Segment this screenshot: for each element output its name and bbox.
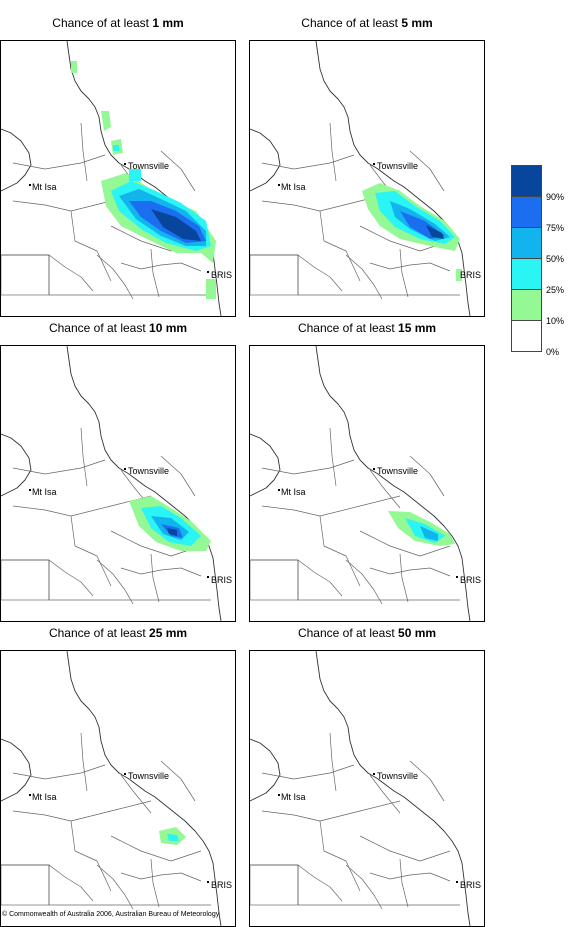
map-frame: Townsville Mt Isa BRIS <box>249 40 485 317</box>
legend-swatch-25 <box>511 258 542 289</box>
panel-title: Chance of at least 15 mm <box>297 321 437 335</box>
queensland-basemap <box>250 41 471 316</box>
brisbane-label: BRIS <box>211 880 233 890</box>
map-frame: Townsville Mt Isa BRIS <box>249 345 485 622</box>
rainfall-probability-overlay <box>71 61 216 299</box>
legend-label: 75% <box>546 223 565 233</box>
legend-label: 50% <box>546 254 565 264</box>
brisbane-label: BRIS <box>211 575 233 585</box>
queensland-basemap <box>1 651 222 926</box>
mt-isa-label: Mt Isa <box>32 487 57 497</box>
rainfall-probability-overlay <box>362 183 462 281</box>
legend-swatch-50 <box>511 227 542 258</box>
probability-legend: 90% 75% 50% 25% 10% 0% <box>511 165 564 357</box>
brisbane-label: BRIS <box>460 880 482 890</box>
map-frame: Townsville Mt Isa BRIS <box>0 40 236 317</box>
map-panel-50mm: Chance of at least 50 mm Townsville Mt I… <box>249 626 485 927</box>
map-frame: Townsville Mt Isa BRIS <box>0 650 236 927</box>
queensland-basemap <box>250 651 471 926</box>
panel-title: Chance of at least 1 mm <box>52 16 184 30</box>
townsville-label: Townsville <box>128 771 170 781</box>
copyright-notice: © Commonwealth of Australia 2006, Austra… <box>2 911 220 918</box>
legend-swatch-75 <box>511 196 542 227</box>
mt-isa-label: Mt Isa <box>32 792 57 802</box>
mt-isa-label: Mt Isa <box>281 792 306 802</box>
legend-label: 25% <box>546 285 565 295</box>
map-panel-25mm: Chance of at least 25 mm Townsville <box>0 626 236 927</box>
map-frame: Townsville Mt Isa BRIS <box>249 650 485 927</box>
townsville-label: Townsville <box>377 771 419 781</box>
legend-swatch-0 <box>511 320 542 352</box>
rainfall-probability-overlay <box>159 827 186 845</box>
map-panel-10mm: Chance of at least 10 mm <box>0 321 236 622</box>
queensland-basemap <box>1 346 222 621</box>
mt-isa-label: Mt Isa <box>32 182 57 192</box>
rainfall-probability-overlay <box>129 496 211 551</box>
rainfall-probability-overlay <box>388 511 455 546</box>
brisbane-label: BRIS <box>211 270 233 280</box>
map-panel-15mm: Chance of at least 15 mm Towns <box>249 321 485 622</box>
panel-title: Chance of at least 10 mm <box>48 321 188 335</box>
map-panel-1mm: Chance of at least 1 mm <box>0 16 236 317</box>
townsville-label: Townsville <box>377 466 419 476</box>
panel-title: Chance of at least 50 mm <box>297 626 437 640</box>
brisbane-label: BRIS <box>460 575 482 585</box>
panel-title: Chance of at least 25 mm <box>48 626 188 640</box>
brisbane-label: BRIS <box>460 270 482 280</box>
legend-swatch-90 <box>511 165 542 196</box>
map-panel-5mm: Chance of at least 5 mm <box>249 16 485 317</box>
mt-isa-label: Mt Isa <box>281 182 306 192</box>
map-frame: Townsville Mt Isa BRIS <box>0 345 236 622</box>
legend-label: 10% <box>546 316 565 326</box>
mt-isa-label: Mt Isa <box>281 487 306 497</box>
townsville-label: Townsville <box>377 161 419 171</box>
townsville-label: Townsville <box>128 466 170 476</box>
legend-swatch-10 <box>511 289 542 320</box>
legend-label: 0% <box>546 347 560 357</box>
legend-label: 90% <box>546 192 565 202</box>
queensland-basemap <box>250 346 471 621</box>
panel-title: Chance of at least 5 mm <box>301 16 433 30</box>
townsville-label: Townsville <box>128 161 170 171</box>
